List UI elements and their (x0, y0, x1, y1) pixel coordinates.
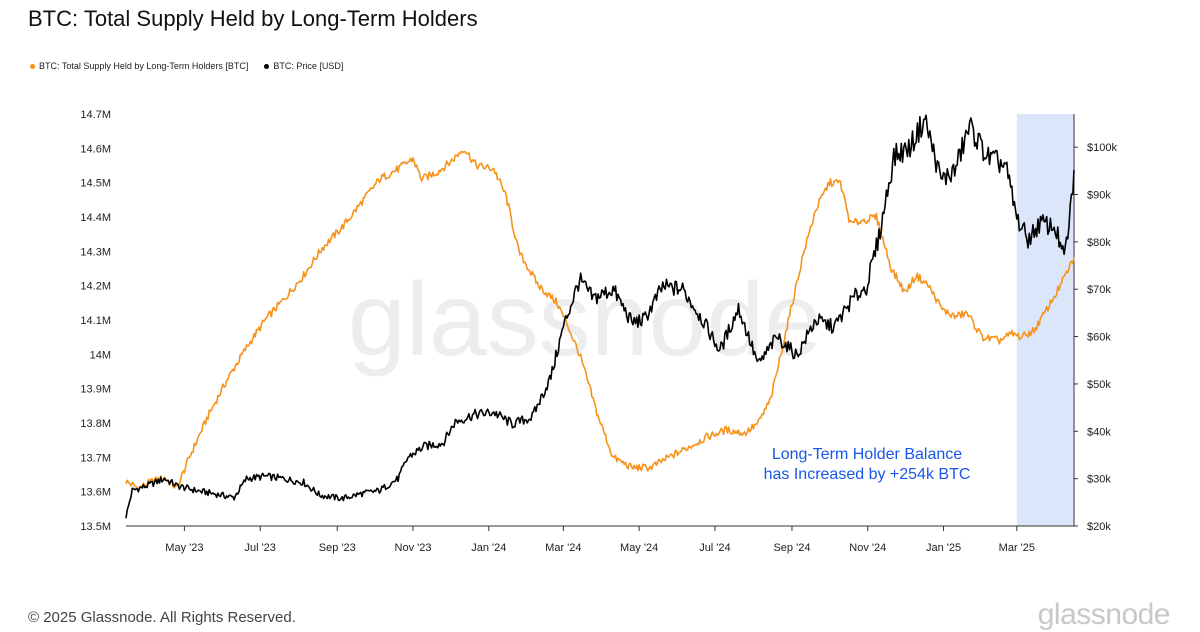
y-right-tick-label: $20k (1087, 521, 1111, 533)
x-tick-label: Mar '24 (545, 542, 581, 554)
x-tick-label: Jan '25 (926, 542, 961, 554)
y-left-tick-label: 13.8M (80, 418, 111, 430)
y-left-tick-label: 14.6M (80, 143, 111, 155)
y-right-tick-label: $90k (1087, 190, 1111, 202)
y-left-tick-label: 14.5M (80, 178, 111, 190)
y-right-tick-label: $70k (1087, 284, 1111, 296)
legend-swatch-supply (30, 63, 35, 69)
annotation-line-1: Long-Term Holder Balance (772, 446, 962, 463)
y-left-tick-label: 13.5M (80, 521, 111, 533)
y-left-tick-label: 14.7M (80, 109, 111, 121)
y-left-tick-label: 13.9M (80, 384, 111, 396)
y-left-tick-label: 14.2M (80, 281, 111, 293)
y-right-tick-label: $60k (1087, 332, 1111, 344)
series-line-lth-supply[interactable] (125, 150, 1075, 493)
series-line-btc-price[interactable] (125, 114, 1075, 519)
legend-swatch-price (264, 63, 270, 69)
glassnode-logo: glassnode (1037, 598, 1171, 631)
x-tick-label: May '24 (620, 542, 658, 554)
y-left-tick-label: 14M (90, 349, 111, 361)
y-left-tick-label: 13.7M (80, 452, 111, 464)
x-tick-label: Sep '23 (319, 542, 356, 554)
y-right-tick-label: $100k (1087, 142, 1117, 154)
y-left-tick-label: 13.6M (80, 487, 111, 499)
watermark-text: glassnode (348, 262, 822, 378)
x-tick-label: Nov '23 (395, 542, 432, 554)
legend-label-supply: BTC: Total Supply Held by Long-Term Hold… (39, 61, 249, 71)
annotation-line-2: has Increased by +254k BTC (764, 466, 971, 483)
x-tick-label: Mar '25 (999, 542, 1035, 554)
x-tick-label: Jul '23 (244, 542, 275, 554)
legend-label-price: BTC: Price [USD] (273, 61, 344, 71)
legend-item-supply[interactable]: BTC: Total Supply Held by Long-Term Hold… (30, 61, 248, 71)
legend-item-price[interactable]: BTC: Price [USD] (264, 61, 343, 71)
x-tick-label: Nov '24 (849, 542, 886, 554)
y-left-tick-label: 14.1M (80, 315, 111, 327)
y-left-tick-label: 14.4M (80, 212, 111, 224)
x-tick-label: Sep '24 (773, 542, 810, 554)
x-tick-label: May '23 (165, 542, 203, 554)
chart-canvas[interactable]: glassnode 13.5M 13.6M 13.7M 13.8M 13.9M 14M 14.… (0, 0, 1200, 600)
highlight-region (1016, 114, 1074, 526)
x-tick-label: Jul '24 (699, 542, 730, 554)
y-right-tick-label: $40k (1087, 426, 1111, 438)
chart-legend: BTC: Total Supply Held by Long-Term Hold… (30, 61, 343, 71)
copyright-footer: © 2025 Glassnode. All Rights Reserved. (28, 609, 296, 626)
y-right-tick-label: $30k (1087, 474, 1111, 486)
chart-title: BTC: Total Supply Held by Long-Term Hold… (28, 6, 478, 31)
y-left-tick-label: 14.3M (80, 246, 111, 258)
y-right-tick-label: $50k (1087, 379, 1111, 391)
x-tick-label: Jan '24 (471, 542, 506, 554)
y-right-tick-label: $80k (1087, 237, 1111, 249)
